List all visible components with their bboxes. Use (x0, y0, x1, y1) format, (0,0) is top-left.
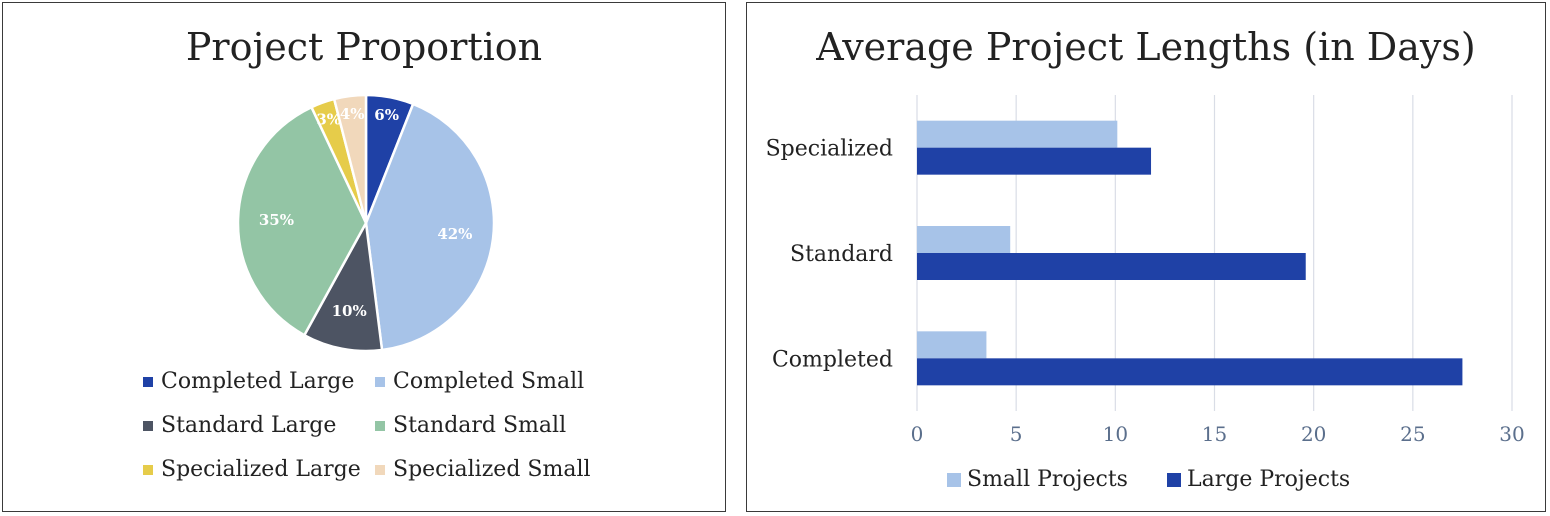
bar-standard-large-projects (917, 253, 1306, 280)
pie-data-label: 3% (316, 110, 341, 128)
pie-data-label: 6% (374, 106, 399, 124)
bar-specialized-small-projects (917, 120, 1118, 148)
legend-swatch (143, 376, 153, 387)
pie-chart-panel: Project Proportion 6% 42% 10% 35% 3% 4% Compl… (2, 2, 726, 512)
bar-chart-panel: Average Project Lengths (in Days) 0 5 10 15… (746, 2, 1546, 512)
pie-data-label: 35% (259, 211, 294, 229)
y-category-label: Specialized (766, 137, 893, 162)
legend-label: Specialized Large (161, 457, 361, 482)
bar-legend-item: Small Projects (947, 467, 1128, 492)
x-tick-label: 25 (1400, 422, 1425, 446)
bar-standard-small-projects (917, 226, 1011, 253)
legend-label: Completed Small (393, 369, 585, 394)
x-tick-label: 5 (1010, 422, 1023, 446)
x-tick-label: 30 (1499, 422, 1524, 446)
bar-chart-title: Average Project Lengths (in Days) (816, 25, 1476, 69)
pie-data-label: 42% (437, 225, 472, 243)
pie-legend-item: Specialized Large (143, 457, 361, 482)
legend-label: Small Projects (967, 467, 1128, 492)
pie-slice-standard-small (236, 105, 368, 337)
bar-chart: 0 5 10 15 20 25 30 Completed Standard Specialized (766, 95, 1525, 446)
legend-swatch (947, 472, 961, 487)
pie-chart: 6% 42% 10% 35% 3%4% (236, 93, 496, 353)
y-category-label: Standard (790, 242, 893, 267)
legend-label: Large Projects (1187, 467, 1351, 492)
pie-legend-item: Specialized Small (375, 457, 591, 482)
legend-label: Completed Large (161, 369, 355, 394)
pie-legend-item: Completed Large (143, 369, 354, 394)
x-tick-label: 10 (1103, 422, 1128, 446)
legend-swatch (375, 420, 385, 431)
x-tick-label: 20 (1301, 422, 1326, 446)
x-tick-label: 15 (1202, 422, 1227, 446)
pie-chart-title: Project Proportion (185, 25, 543, 69)
legend-swatch (375, 464, 385, 475)
legend-swatch (1167, 472, 1181, 487)
bar-completed-small-projects (917, 331, 987, 359)
bar-specialized-large-projects (917, 147, 1152, 175)
legend-label: Standard Large (161, 413, 337, 438)
pie-slice-standard-large (302, 219, 384, 353)
x-tick-label: 0 (911, 422, 924, 446)
legend-label: Specialized Small (393, 457, 591, 482)
legend-swatch (143, 420, 153, 431)
pie-data-label: 4% (340, 105, 365, 123)
pie-data-label: 10% (332, 302, 367, 320)
pie-slice-specialized-small (332, 93, 368, 224)
legend-label: Standard Small (393, 413, 567, 438)
pie-legend-item: Completed Small (375, 369, 584, 394)
pie-slice-completed-small (364, 102, 496, 352)
bar-completed-large-projects (917, 358, 1463, 386)
legend-swatch (143, 464, 153, 475)
pie-legend-item: Standard Small (375, 413, 566, 438)
bar-legend-item: Large Projects (1167, 467, 1350, 492)
y-category-label: Completed (772, 347, 893, 372)
legend-swatch (375, 376, 385, 387)
pie-legend-item: Standard Large (143, 413, 336, 438)
